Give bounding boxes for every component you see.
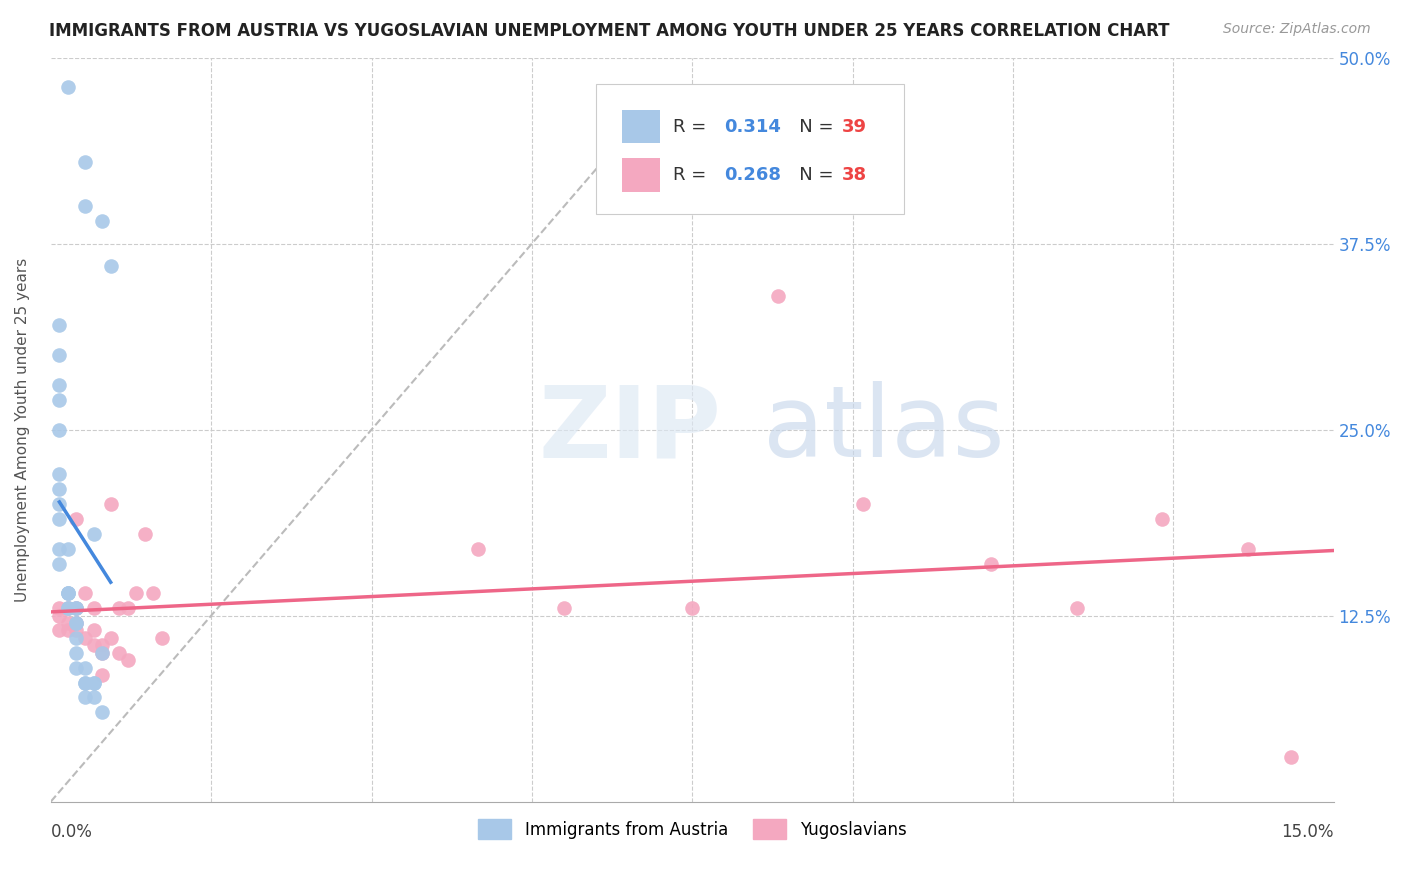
Point	[73, 199, 96, 213]
Point	[48, 348, 70, 362]
Point	[48, 497, 70, 511]
Point	[56, 586, 79, 600]
Point	[48, 541, 70, 556]
Text: 0.0%: 0.0%	[51, 823, 93, 841]
Point	[852, 497, 875, 511]
Point	[1279, 750, 1302, 764]
FancyBboxPatch shape	[596, 84, 904, 214]
Point	[48, 601, 70, 615]
Point	[91, 646, 114, 660]
Point	[73, 586, 96, 600]
Point	[150, 631, 173, 645]
Point	[56, 601, 79, 615]
Text: 15.0%: 15.0%	[1281, 823, 1333, 841]
Point	[83, 601, 105, 615]
Bar	[621, 158, 659, 192]
Text: 0.268: 0.268	[724, 166, 782, 185]
Point	[91, 668, 114, 682]
Text: 38: 38	[842, 166, 868, 185]
Point	[65, 624, 87, 638]
Point	[142, 586, 165, 600]
Point	[65, 512, 87, 526]
Text: atlas: atlas	[762, 381, 1004, 478]
Point	[980, 557, 1002, 571]
Point	[56, 615, 79, 630]
Point	[48, 512, 70, 526]
Point	[48, 482, 70, 496]
Point	[48, 624, 70, 638]
Point	[65, 661, 87, 675]
Point	[73, 675, 96, 690]
Point	[56, 586, 79, 600]
Point	[48, 378, 70, 392]
Point	[56, 601, 79, 615]
Point	[1237, 541, 1260, 556]
Point	[467, 541, 489, 556]
Point	[117, 601, 139, 615]
Point	[56, 586, 79, 600]
Point	[73, 661, 96, 675]
Point	[134, 526, 156, 541]
Point	[117, 653, 139, 667]
Legend: Immigrants from Austria, Yugoslavians: Immigrants from Austria, Yugoslavians	[471, 813, 912, 846]
Point	[83, 526, 105, 541]
Point	[83, 690, 105, 705]
Point	[100, 259, 122, 273]
Point	[65, 646, 87, 660]
Point	[56, 601, 79, 615]
Point	[125, 586, 148, 600]
Point	[56, 541, 79, 556]
Point	[91, 638, 114, 652]
Point	[1066, 601, 1088, 615]
Point	[91, 214, 114, 228]
Point	[100, 631, 122, 645]
Text: N =: N =	[782, 166, 839, 185]
Point	[108, 646, 131, 660]
Text: ZIP: ZIP	[538, 381, 721, 478]
Point	[73, 631, 96, 645]
Point	[56, 80, 79, 95]
Point	[83, 675, 105, 690]
Point	[681, 601, 703, 615]
Text: R =: R =	[673, 118, 711, 136]
Text: 0.314: 0.314	[724, 118, 782, 136]
Text: Source: ZipAtlas.com: Source: ZipAtlas.com	[1223, 22, 1371, 37]
Point	[65, 615, 87, 630]
Point	[108, 601, 131, 615]
Point	[91, 646, 114, 660]
Point	[65, 631, 87, 645]
Point	[83, 624, 105, 638]
Point	[48, 318, 70, 333]
Y-axis label: Unemployment Among Youth under 25 years: Unemployment Among Youth under 25 years	[15, 258, 30, 602]
Point	[65, 601, 87, 615]
Point	[48, 423, 70, 437]
Point	[553, 601, 575, 615]
Point	[48, 608, 70, 623]
Point	[1152, 512, 1174, 526]
Point	[83, 675, 105, 690]
Point	[56, 624, 79, 638]
Point	[73, 675, 96, 690]
Point	[91, 706, 114, 720]
Point	[48, 392, 70, 407]
Text: N =: N =	[782, 118, 839, 136]
Point	[73, 690, 96, 705]
Point	[48, 467, 70, 482]
Text: 39: 39	[842, 118, 868, 136]
Point	[65, 601, 87, 615]
Point	[65, 601, 87, 615]
Bar	[621, 110, 659, 144]
Text: IMMIGRANTS FROM AUSTRIA VS YUGOSLAVIAN UNEMPLOYMENT AMONG YOUTH UNDER 25 YEARS C: IMMIGRANTS FROM AUSTRIA VS YUGOSLAVIAN U…	[49, 22, 1170, 40]
Point	[766, 289, 789, 303]
Point	[73, 154, 96, 169]
Point	[100, 497, 122, 511]
Point	[65, 615, 87, 630]
Point	[48, 557, 70, 571]
Point	[65, 615, 87, 630]
Point	[83, 638, 105, 652]
Text: R =: R =	[673, 166, 711, 185]
